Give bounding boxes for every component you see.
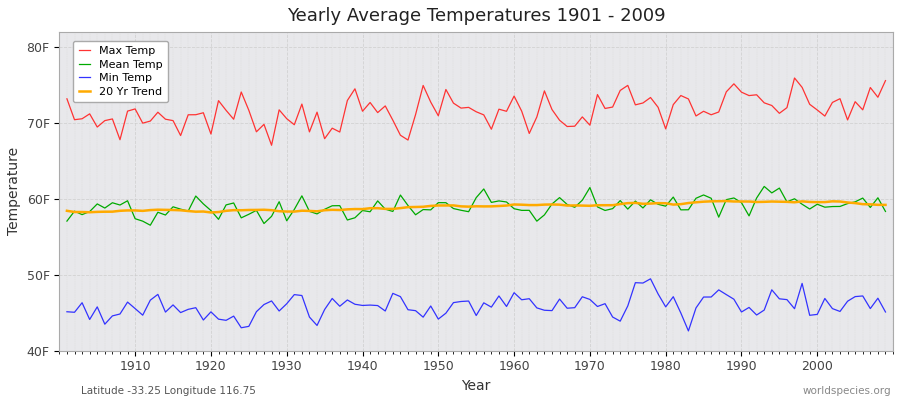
Max Temp (122, 109, 133, 114)
Min Temp (645, 276, 656, 281)
Legend: Max Temp, Mean Temp, Min Temp, 20 Yr Trend: Max Temp, Mean Temp, Min Temp, 20 Yr Tre… (73, 41, 168, 102)
Mean Temp (61, 219, 72, 224)
Max Temp (508, 94, 519, 98)
Max Temp (296, 102, 307, 106)
20 Yr Trend (517, 202, 527, 207)
X-axis label: Year: Year (462, 379, 490, 393)
Min Temp (61, 309, 72, 314)
Max Temp (608, 105, 618, 110)
Text: Latitude -33.25 Longitude 116.75: Latitude -33.25 Longitude 116.75 (81, 386, 256, 396)
20 Yr Trend (205, 210, 216, 215)
Title: Yearly Average Temperatures 1901 - 2009: Yearly Average Temperatures 1901 - 2009 (287, 7, 665, 25)
20 Yr Trend (880, 202, 891, 207)
Min Temp (289, 292, 300, 297)
Max Temp (266, 143, 277, 148)
Line: 20 Yr Trend: 20 Yr Trend (67, 201, 886, 212)
20 Yr Trend (721, 199, 732, 204)
20 Yr Trend (122, 208, 133, 213)
Min Temp (501, 304, 512, 309)
Line: Mean Temp: Mean Temp (67, 186, 886, 225)
Mean Temp (296, 194, 307, 198)
Min Temp (880, 310, 891, 314)
Mean Temp (759, 184, 769, 189)
Mean Temp (880, 209, 891, 214)
Max Temp (61, 96, 72, 101)
Text: worldspecies.org: worldspecies.org (803, 386, 891, 396)
Min Temp (335, 304, 346, 309)
20 Yr Trend (342, 207, 353, 212)
Min Temp (508, 290, 519, 295)
Min Temp (683, 328, 694, 333)
Max Temp (880, 78, 891, 83)
Mean Temp (145, 223, 156, 228)
Mean Temp (342, 218, 353, 222)
20 Yr Trend (608, 203, 618, 208)
Min Temp (599, 301, 610, 306)
20 Yr Trend (296, 208, 307, 213)
Y-axis label: Temperature: Temperature (7, 147, 21, 236)
Max Temp (517, 109, 527, 114)
Line: Min Temp: Min Temp (67, 279, 886, 331)
Max Temp (342, 98, 353, 103)
Mean Temp (608, 206, 618, 211)
Mean Temp (122, 198, 133, 203)
Mean Temp (508, 206, 519, 211)
Line: Max Temp: Max Temp (67, 78, 886, 145)
Min Temp (122, 300, 133, 304)
Mean Temp (517, 208, 527, 213)
Max Temp (789, 76, 800, 80)
20 Yr Trend (508, 202, 519, 207)
20 Yr Trend (61, 208, 72, 213)
